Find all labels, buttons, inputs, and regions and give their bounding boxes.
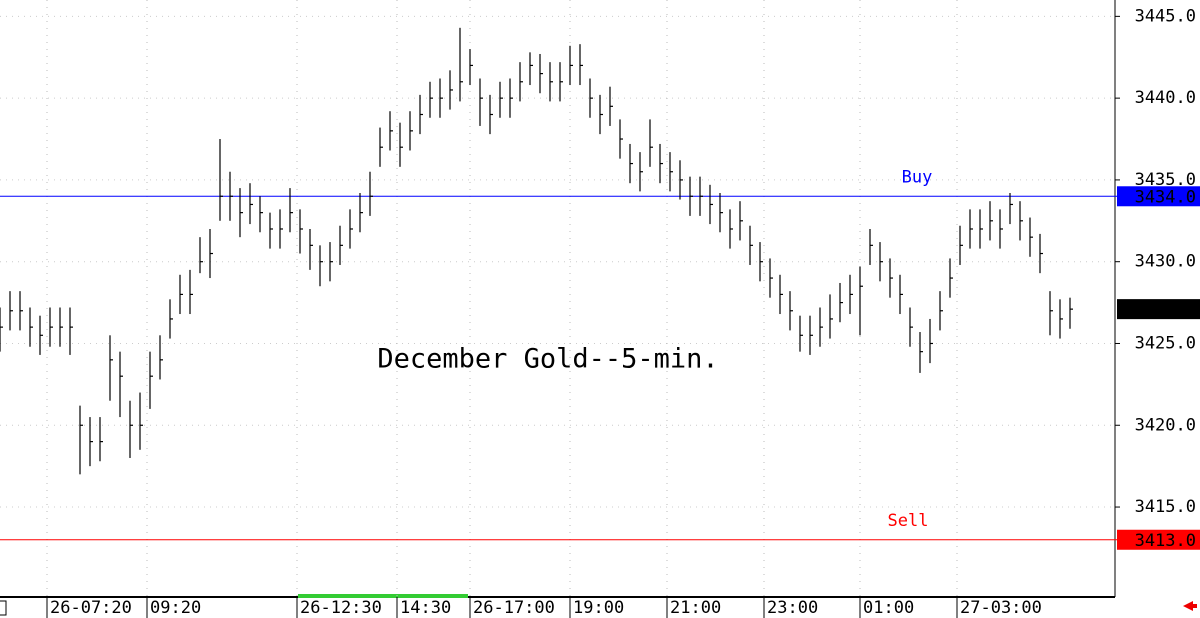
y-tick-label: 3430.0 xyxy=(1135,252,1196,272)
level-name: Sell xyxy=(888,511,929,531)
y-tick-label: 3425.0 xyxy=(1135,333,1196,353)
x-tick-label: 14:30 xyxy=(400,598,451,618)
y-tick-label: 3420.0 xyxy=(1135,415,1196,435)
x-tick-label: 26-12:30 xyxy=(300,598,382,618)
last-price-label: 3427.1 xyxy=(1135,300,1196,320)
x-tick-label: 26-07:20 xyxy=(50,598,132,618)
x-tick-label: 01:00 xyxy=(863,598,914,618)
level-price-box xyxy=(1117,529,1200,550)
scroll-box xyxy=(0,600,7,616)
level-price-box xyxy=(1117,186,1200,207)
session-highlight xyxy=(298,594,468,598)
level-name: Buy xyxy=(902,167,933,187)
scroll-arrow xyxy=(1183,601,1197,611)
last-price-box xyxy=(1117,299,1200,320)
x-tick-label: 27-03:00 xyxy=(960,598,1042,618)
chart-title: December Gold--5-min. xyxy=(377,344,718,375)
y-tick-label: 3435.0 xyxy=(1135,170,1196,190)
x-tick-label: 26-17:00 xyxy=(473,598,555,618)
y-tick-label: 3415.0 xyxy=(1135,497,1196,517)
x-tick-label: 21:00 xyxy=(670,598,721,618)
y-tick-label: 3440.0 xyxy=(1135,88,1196,108)
x-tick-label: 09:20 xyxy=(150,598,201,618)
y-tick-label: 3445.0 xyxy=(1135,6,1196,26)
x-tick-label: 23:00 xyxy=(767,598,818,618)
level-price-label: 3434.0 xyxy=(1135,187,1196,207)
x-tick-label: 19:00 xyxy=(573,598,624,618)
level-price-label: 3413.0 xyxy=(1135,531,1196,551)
